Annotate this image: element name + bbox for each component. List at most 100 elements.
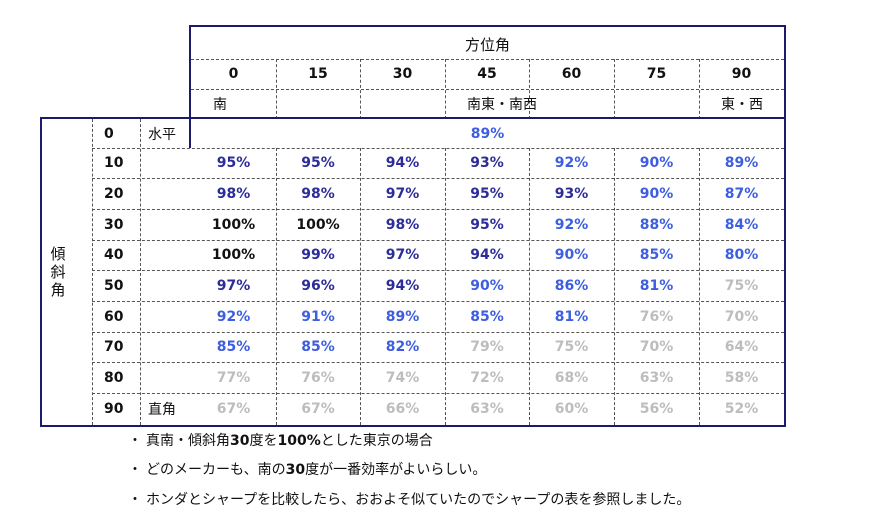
note-bullet: ・: [128, 492, 142, 508]
direction-label: 南: [213, 97, 227, 113]
grid-line: [614, 59, 615, 119]
efficiency-cell: 100%: [211, 247, 256, 263]
efficiency-cell: 98%: [216, 185, 251, 202]
note-text: 度が一番効率がよいらしい。: [305, 462, 487, 478]
note-text: ホンダとシャープを比較したら、おおよそ似ていたのでシャープの表を参照しました。: [146, 492, 691, 508]
table-border: [189, 117, 191, 148]
tilt-header-char: 斜: [50, 263, 66, 281]
azimuth-value: 75: [646, 66, 667, 82]
efficiency-cell: 76%: [639, 308, 674, 325]
efficiency-cell: 99%: [301, 247, 335, 263]
efficiency-cell: 63%: [639, 369, 674, 386]
efficiency-cell: 97%: [385, 185, 420, 202]
tilt-header-char: 角: [50, 281, 66, 299]
azimuth-header: 方位角: [464, 35, 510, 54]
efficiency-cell: 95%: [216, 155, 251, 171]
efficiency-cell: 70%: [724, 308, 759, 325]
grid-line: [360, 59, 361, 119]
efficiency-cell: 81%: [639, 277, 674, 294]
efficiency-cell: 74%: [385, 369, 420, 386]
grid-line: [276, 148, 277, 425]
grid-line: [529, 59, 530, 119]
direction-label: 東・西: [721, 97, 763, 113]
tilt-value: 60: [104, 308, 124, 325]
efficiency-cell: 85%: [216, 339, 251, 355]
horizontal-value: 89%: [470, 125, 505, 142]
efficiency-cell: 94%: [385, 277, 420, 294]
efficiency-cell: 89%: [724, 155, 759, 171]
efficiency-cell: 80%: [724, 247, 759, 263]
note-text: どのメーカーも、南の: [146, 462, 286, 478]
efficiency-cell: 89%: [385, 308, 420, 325]
note-line: ・どのメーカーも、南の30度が一番効率がよいらしい。: [128, 459, 486, 479]
note-text: 30: [230, 433, 250, 449]
azimuth-value: 90: [731, 66, 752, 82]
efficiency-cell: 94%: [385, 155, 420, 171]
efficiency-cell: 67%: [216, 401, 251, 417]
efficiency-cell: 93%: [554, 185, 589, 202]
table-border: [40, 117, 42, 427]
grid-line: [276, 59, 277, 119]
grid-line: [191, 89, 784, 90]
note-text: 100%: [277, 433, 321, 449]
grid-line: [140, 119, 141, 425]
table-border: [189, 25, 191, 121]
tilt-value: 90: [104, 401, 124, 417]
note-text: 度を: [249, 433, 278, 449]
grid-line: [699, 148, 700, 425]
tilt-value: 50: [104, 277, 124, 294]
tilt-value: 0: [104, 125, 114, 142]
tilt-value: 70: [104, 339, 124, 355]
efficiency-cell: 97%: [216, 277, 251, 294]
efficiency-cell: 86%: [554, 277, 589, 294]
efficiency-cell: 95%: [301, 155, 335, 171]
efficiency-cell: 70%: [639, 339, 674, 355]
grid-line: [92, 148, 784, 149]
tilt-note: 水平: [148, 126, 176, 143]
table-border: [784, 25, 786, 427]
azimuth-value: 15: [308, 66, 328, 82]
efficiency-cell: 66%: [385, 401, 420, 417]
efficiency-cell: 76%: [301, 369, 335, 386]
efficiency-cell: 52%: [724, 401, 759, 417]
grid-line: [92, 362, 784, 363]
efficiency-cell: 95%: [470, 185, 504, 202]
efficiency-cell: 85%: [470, 308, 504, 325]
azimuth-value: 0: [228, 66, 239, 82]
grid-line: [92, 178, 784, 179]
grid-line: [92, 301, 784, 302]
table-border: [40, 117, 786, 119]
tilt-header-char: 傾: [50, 245, 66, 263]
efficiency-cell: 81%: [554, 308, 589, 325]
efficiency-cell: 92%: [216, 308, 251, 325]
efficiency-cell: 75%: [724, 277, 759, 294]
efficiency-cell: 100%: [296, 216, 340, 233]
efficiency-cell: 82%: [385, 339, 420, 355]
tilt-value: 80: [104, 369, 124, 386]
grid-line: [92, 393, 784, 394]
tilt-value: 30: [104, 216, 124, 233]
grid-line: [445, 59, 446, 119]
tilt-header: 傾 斜 角: [44, 245, 72, 299]
grid-line: [699, 59, 700, 119]
efficiency-cell: 79%: [470, 339, 504, 355]
efficiency-cell: 91%: [301, 308, 335, 325]
efficiency-cell: 98%: [385, 216, 420, 233]
efficiency-cell: 96%: [301, 277, 335, 294]
efficiency-cell: 85%: [301, 339, 335, 355]
grid-line: [92, 119, 93, 425]
grid-line: [92, 209, 784, 210]
direction-label: 南東・南西: [467, 97, 537, 113]
efficiency-cell: 98%: [301, 185, 335, 202]
efficiency-cell: 56%: [639, 401, 674, 417]
efficiency-cell: 84%: [724, 216, 759, 233]
efficiency-cell: 90%: [639, 185, 674, 202]
azimuth-value: 30: [392, 66, 413, 82]
grid-line: [92, 240, 784, 241]
efficiency-cell: 72%: [470, 369, 504, 386]
grid-line: [191, 59, 784, 60]
grid-line: [360, 148, 361, 425]
efficiency-cell: 58%: [724, 369, 759, 386]
note-bullet: ・: [128, 462, 142, 478]
efficiency-cell: 87%: [724, 185, 759, 202]
